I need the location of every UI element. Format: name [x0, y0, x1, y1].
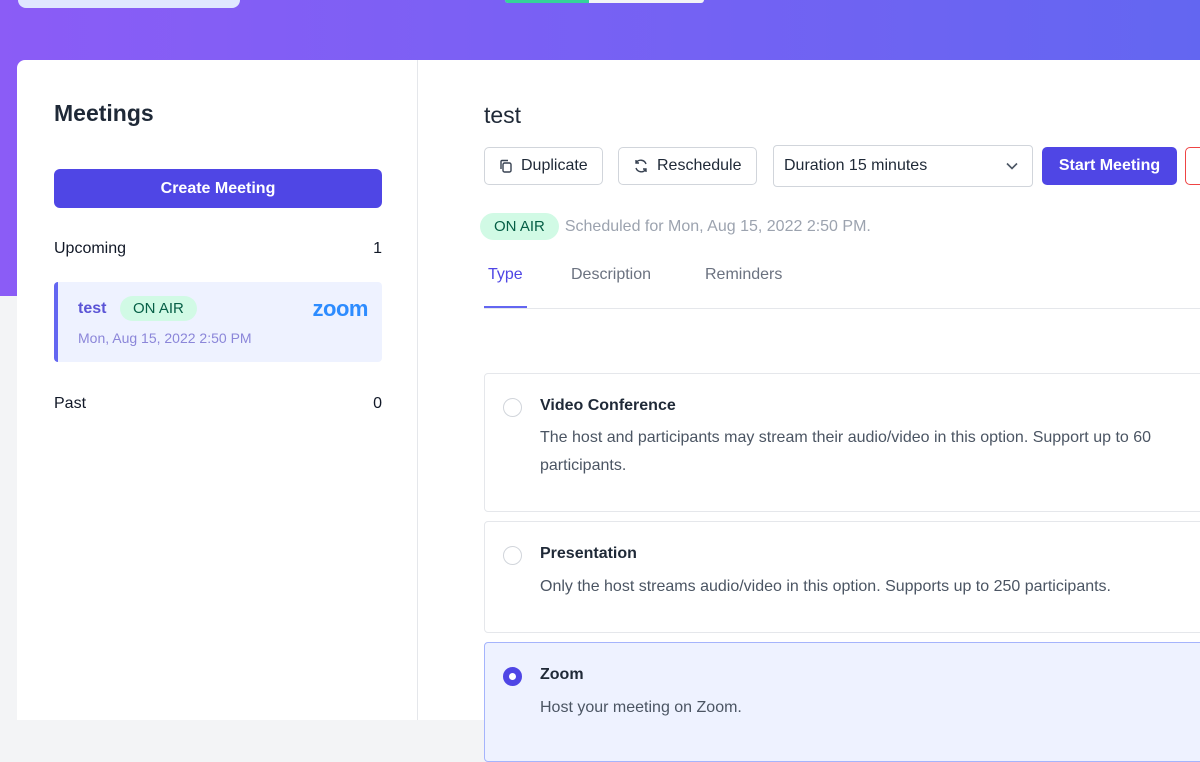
past-section[interactable]: Past 0 — [54, 395, 382, 413]
meeting-date: Mon, Aug 15, 2022 2:50 PM — [78, 330, 252, 346]
meetings-card: Meetings Create Meeting Upcoming 1 test … — [17, 60, 1200, 762]
refresh-icon — [635, 159, 647, 173]
upcoming-section[interactable]: Upcoming 1 — [54, 240, 382, 258]
upcoming-label: Upcoming — [54, 240, 127, 257]
meeting-name: test — [78, 300, 107, 317]
radio-zoom[interactable] — [503, 667, 522, 686]
scheduled-text: Scheduled for Mon, Aug 15, 2022 2:50 PM. — [564, 217, 871, 235]
tab-type[interactable]: Type — [484, 266, 527, 308]
create-meeting-button[interactable]: Create Meeting — [54, 169, 382, 208]
reschedule-label: Reschedule — [657, 157, 742, 174]
tab-reminders[interactable]: Reminders — [705, 266, 783, 283]
meeting-title: test — [484, 102, 522, 128]
duration-value: Duration 15 minutes — [784, 157, 928, 174]
progress-bar — [505, 0, 704, 3]
on-air-badge: ON AIR — [480, 213, 559, 240]
option-description: The host and participants may stream the… — [540, 429, 1152, 474]
tab-description[interactable]: Description — [571, 266, 652, 283]
past-count: 0 — [373, 395, 382, 412]
duplicate-label: Duplicate — [521, 157, 588, 174]
option-title: Zoom — [540, 666, 584, 683]
reschedule-button[interactable]: Reschedule — [618, 147, 757, 185]
option-zoom[interactable]: Zoom Host your meeting on Zoom. — [484, 642, 1200, 762]
zoom-logo: zoom — [312, 296, 369, 321]
meeting-list-item[interactable]: test ON AIR Mon, Aug 15, 2022 2:50 PM zo… — [54, 282, 382, 362]
option-presentation[interactable]: Presentation Only the host streams audio… — [484, 521, 1200, 633]
duplicate-button[interactable]: Duplicate — [484, 147, 603, 185]
option-description: Only the host streams audio/video in thi… — [540, 578, 1111, 595]
sidebar: Meetings Create Meeting Upcoming 1 test … — [17, 60, 418, 720]
option-description: Host your meeting on Zoom. — [540, 699, 742, 716]
radio-presentation[interactable] — [503, 546, 522, 565]
upcoming-count: 1 — [373, 240, 382, 257]
delete-button[interactable] — [1185, 147, 1200, 185]
copy-icon — [500, 159, 512, 173]
past-label: Past — [54, 395, 87, 412]
option-title: Video Conference — [540, 397, 676, 414]
on-air-badge: ON AIR — [120, 296, 197, 321]
status-row: ON AIR Scheduled for Mon, Aug 15, 2022 2… — [480, 213, 871, 240]
duration-select[interactable]: Duration 15 minutes — [773, 145, 1033, 187]
radio-video-conference[interactable] — [503, 398, 522, 417]
option-title: Presentation — [540, 545, 637, 562]
chevron-down-icon — [1006, 162, 1018, 170]
start-meeting-button[interactable]: Start Meeting — [1042, 147, 1177, 185]
top-nav-pill[interactable] — [18, 0, 240, 8]
tab-bar: Type Description Reminders — [484, 260, 1200, 309]
sidebar-title: Meetings — [54, 100, 154, 126]
option-video-conference[interactable]: Video Conference The host and participan… — [484, 373, 1200, 512]
